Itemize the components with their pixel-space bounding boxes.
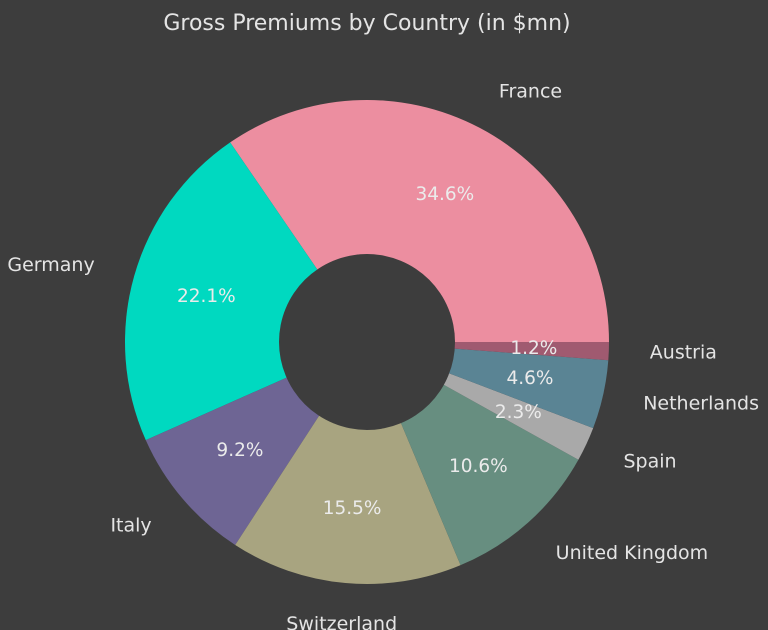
category-label-united-kingdom: United Kingdom <box>556 542 709 564</box>
category-label-austria: Austria <box>650 342 717 364</box>
value-label-united-kingdom: 10.6% <box>449 456 508 477</box>
value-label-netherlands: 4.6% <box>506 368 553 389</box>
value-label-germany: 22.1% <box>177 286 236 307</box>
category-label-spain: Spain <box>623 451 676 473</box>
category-label-italy: Italy <box>110 515 151 537</box>
category-labels: France Germany Italy Switzerland United King… <box>7 81 759 630</box>
value-label-italy: 9.2% <box>216 440 263 461</box>
category-label-france: France <box>499 81 562 103</box>
value-label-spain: 2.3% <box>495 402 542 423</box>
value-label-france: 34.6% <box>415 184 474 205</box>
slice-france <box>230 99 610 342</box>
value-labels: 34.6% 22.1% 9.2% 15.5% 10.6% 2.3% 4.6% 1.2% <box>177 184 557 519</box>
chart-title: Gross Premiums by Country (in $mn) <box>163 11 570 36</box>
category-label-switzerland: Switzerland <box>286 613 397 630</box>
category-label-netherlands: Netherlands <box>643 393 759 415</box>
slice-switzerland <box>235 342 461 584</box>
category-label-germany: Germany <box>7 254 94 276</box>
value-label-switzerland: 15.5% <box>323 498 382 519</box>
value-label-austria: 1.2% <box>510 338 557 359</box>
donut-hole <box>279 254 455 430</box>
